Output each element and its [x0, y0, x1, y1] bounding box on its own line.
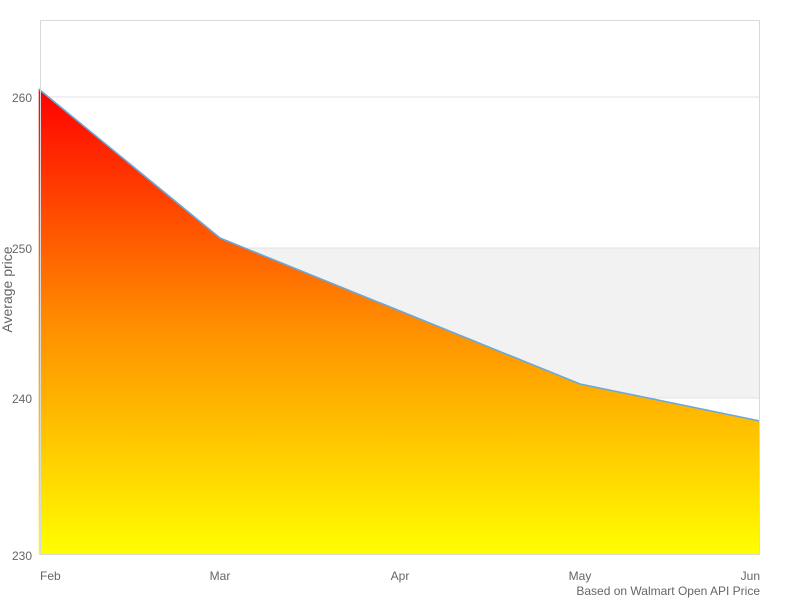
svg-text:230: 230 — [12, 549, 32, 563]
svg-text:Based on Walmart Open API Pric: Based on Walmart Open API Price — [576, 584, 760, 598]
svg-text:240: 240 — [12, 392, 32, 406]
svg-text:260: 260 — [12, 91, 32, 105]
svg-text:Feb: Feb — [40, 569, 61, 583]
svg-text:Apr: Apr — [391, 569, 410, 583]
svg-text:May: May — [569, 569, 592, 583]
svg-text:Mar: Mar — [210, 569, 231, 583]
svg-text:250: 250 — [12, 242, 32, 256]
svg-text:Jun: Jun — [741, 569, 760, 583]
svg-text:Average price: Average price — [0, 246, 15, 332]
